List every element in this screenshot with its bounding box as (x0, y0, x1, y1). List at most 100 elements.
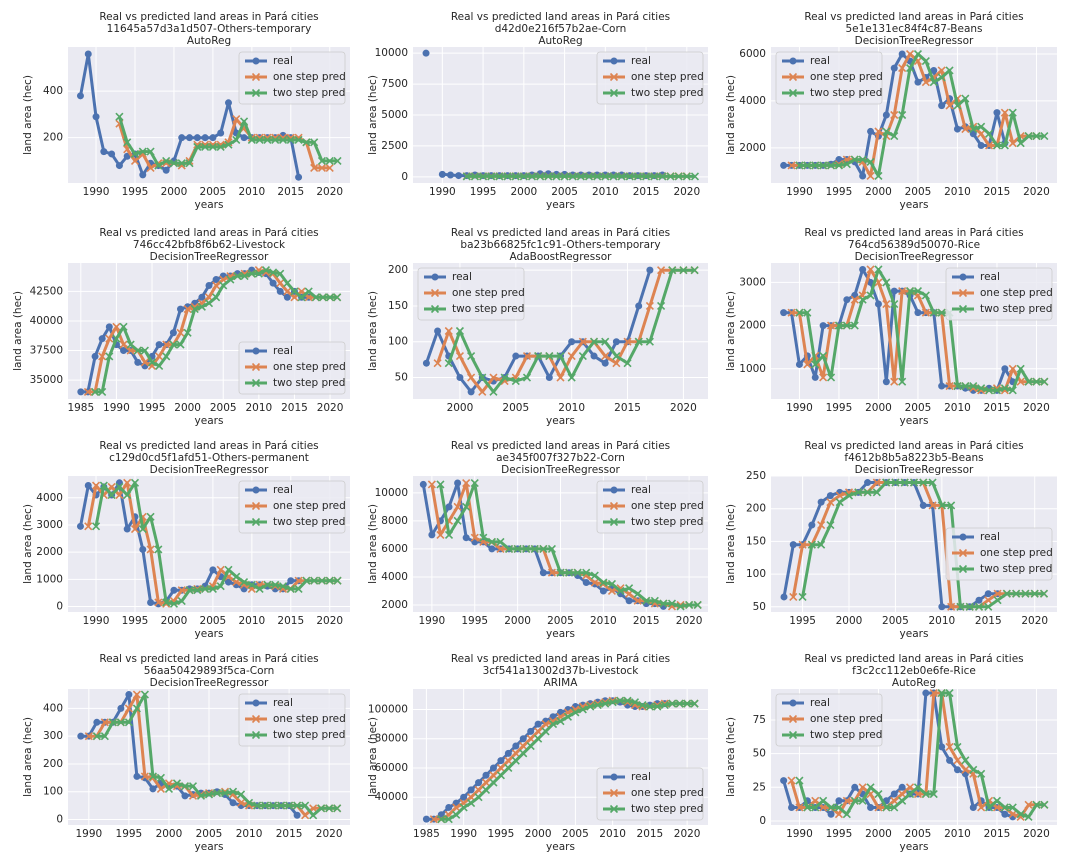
marker (240, 271, 249, 281)
marker (653, 702, 662, 711)
y-tick-label: 80000 (375, 733, 408, 745)
x-tick-label: 2010 (592, 186, 619, 198)
model-name: AdaBoostRegressor (510, 251, 613, 263)
marker (930, 66, 938, 74)
marker (882, 111, 890, 119)
x-tick-label: 1995 (122, 186, 149, 198)
marker (590, 571, 599, 580)
y-tick-label: 200 (388, 264, 408, 276)
legend-label: one step pred (631, 500, 704, 512)
marker (826, 498, 835, 507)
chart-title: Real vs predicted land areas in Pará cit… (804, 653, 1023, 665)
marker (1040, 800, 1049, 809)
marker (130, 149, 140, 159)
marker (261, 801, 270, 810)
marker (601, 337, 610, 346)
y-tick-label: 0 (401, 171, 408, 183)
marker (453, 502, 462, 511)
marker (548, 720, 558, 729)
marker (859, 172, 867, 180)
marker (834, 803, 844, 812)
marker (519, 741, 528, 751)
marker (146, 163, 155, 172)
marker (552, 172, 561, 181)
marker (623, 359, 632, 368)
x-tick-label: 2010 (599, 828, 626, 840)
legend-marker (609, 88, 619, 98)
marker (803, 308, 812, 317)
marker (112, 322, 121, 331)
marker (965, 602, 974, 611)
marker (1024, 812, 1033, 821)
marker (590, 352, 598, 360)
marker (1000, 384, 1009, 393)
marker (811, 161, 820, 170)
marker (310, 576, 319, 585)
marker (890, 790, 898, 798)
marker (1008, 386, 1017, 395)
marker (112, 334, 121, 343)
marker (984, 596, 993, 605)
marker (975, 596, 983, 604)
marker (891, 478, 900, 487)
y-tick-label: 35000 (30, 374, 63, 386)
marker (467, 798, 476, 808)
marker (937, 308, 946, 317)
marker (808, 521, 816, 529)
marker (188, 782, 198, 791)
legend-label: two step pred (273, 516, 345, 528)
marker (154, 598, 163, 607)
legend-marker (609, 501, 619, 511)
marker (526, 734, 535, 743)
legend-box (945, 267, 1053, 321)
x-tick-label: 2000 (447, 402, 474, 414)
y-tick-label: 250 (746, 470, 766, 482)
legend-marker (958, 304, 968, 314)
marker (1016, 139, 1025, 148)
marker (835, 498, 844, 507)
legend-label: two step pred (452, 303, 524, 315)
marker (834, 810, 844, 819)
marker (882, 127, 891, 136)
marker (181, 792, 189, 800)
marker (117, 704, 125, 712)
y-tick-label: 50 (395, 372, 408, 384)
marker (190, 305, 199, 314)
chart-subtitle: 11645a57d3a1d507-Others-temporary (107, 23, 312, 35)
marker (186, 134, 194, 142)
x-tick-label: 2015 (633, 186, 660, 198)
marker (232, 572, 241, 581)
y-tick-label: 2000 (739, 320, 766, 332)
marker (208, 142, 217, 152)
marker (436, 530, 445, 539)
marker (819, 803, 828, 812)
marker (83, 387, 93, 396)
marker (795, 308, 804, 317)
legend-marker (251, 362, 261, 372)
x-tick-label: 1995 (470, 186, 497, 198)
marker (116, 718, 125, 727)
x-tick-label: 2005 (502, 402, 529, 414)
marker (780, 593, 788, 601)
y-tick-label: 100 (746, 568, 766, 580)
marker (625, 584, 634, 593)
marker (522, 351, 532, 361)
y-tick-label: 3000 (36, 519, 63, 531)
x-tick-label: 2020 (316, 828, 343, 840)
x-tick-label: 2010 (944, 186, 971, 198)
marker (162, 340, 171, 349)
marker (556, 717, 565, 726)
marker (977, 769, 986, 778)
model-name: DecisionTreeRegressor (855, 464, 974, 476)
marker (91, 352, 99, 360)
marker (539, 569, 547, 577)
y-axis-label: land area (hec) (367, 291, 379, 371)
marker (1001, 810, 1009, 818)
x-tick-label: 1990 (75, 828, 102, 840)
marker (317, 804, 326, 813)
model-name: DecisionTreeRegressor (855, 251, 974, 263)
marker (185, 586, 194, 595)
legend-label: real (273, 484, 293, 496)
marker (874, 171, 883, 181)
marker (511, 172, 520, 181)
